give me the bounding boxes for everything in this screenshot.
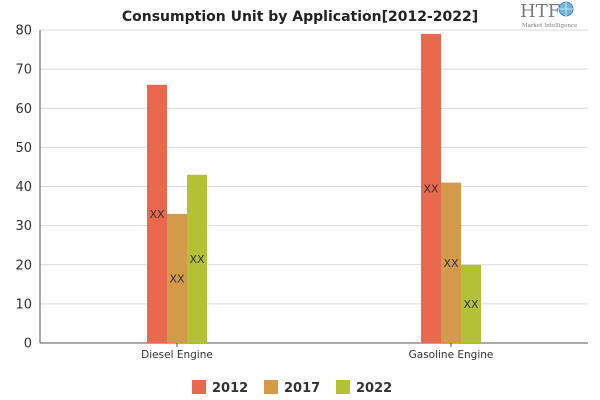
legend-label: 2012	[212, 381, 248, 396]
bar-2022-0	[187, 174, 207, 343]
data-label: XX	[169, 272, 185, 285]
bar-2017-0	[167, 213, 187, 343]
data-label: XX	[423, 182, 439, 195]
data-labels: XX XX XX XX XX XX	[149, 182, 479, 310]
data-label: XX	[189, 253, 205, 266]
y-tick-label: 0	[24, 337, 32, 352]
logo-subtitle: Market Intelligence	[522, 23, 577, 29]
axes: 0 10 20 30 40 50 60 70 80 Diesel Engine Gasoline E…	[15, 24, 588, 361]
data-label: XX	[463, 298, 479, 311]
data-label: XX	[149, 208, 165, 221]
y-tick-label: 50	[15, 141, 32, 156]
globe-icon	[558, 1, 574, 17]
y-tick-label: 40	[15, 180, 32, 195]
legend-swatch	[192, 380, 206, 394]
legend-label: 2017	[284, 381, 320, 396]
x-tick-label: Gasoline Engine	[409, 349, 494, 361]
legend-label: 2022	[356, 381, 392, 396]
data-label: XX	[443, 257, 459, 270]
y-tick-label: 60	[15, 102, 32, 117]
y-tick-label: 30	[15, 219, 32, 234]
legend-swatch	[336, 380, 350, 394]
legend-swatch	[264, 380, 278, 394]
bar-2017-1	[441, 182, 461, 343]
y-tick-label: 20	[15, 258, 32, 273]
x-tick-label: Diesel Engine	[141, 349, 213, 361]
bar-2022-1	[461, 264, 481, 343]
bars	[147, 33, 481, 344]
logo-mark: HTF	[520, 1, 560, 22]
chart-title: Consumption Unit by Application[2012-202…	[122, 9, 478, 25]
y-tick-label: 80	[15, 24, 32, 39]
gridlines	[40, 29, 588, 305]
brand-logo: HTF Market Intelligence	[520, 1, 577, 29]
y-tick-label: 10	[15, 297, 32, 312]
legend: 2012 2017 2022	[192, 380, 392, 396]
bar-2012-1	[421, 33, 441, 343]
bar-2012-0	[147, 84, 167, 344]
y-tick-label: 70	[15, 63, 32, 78]
